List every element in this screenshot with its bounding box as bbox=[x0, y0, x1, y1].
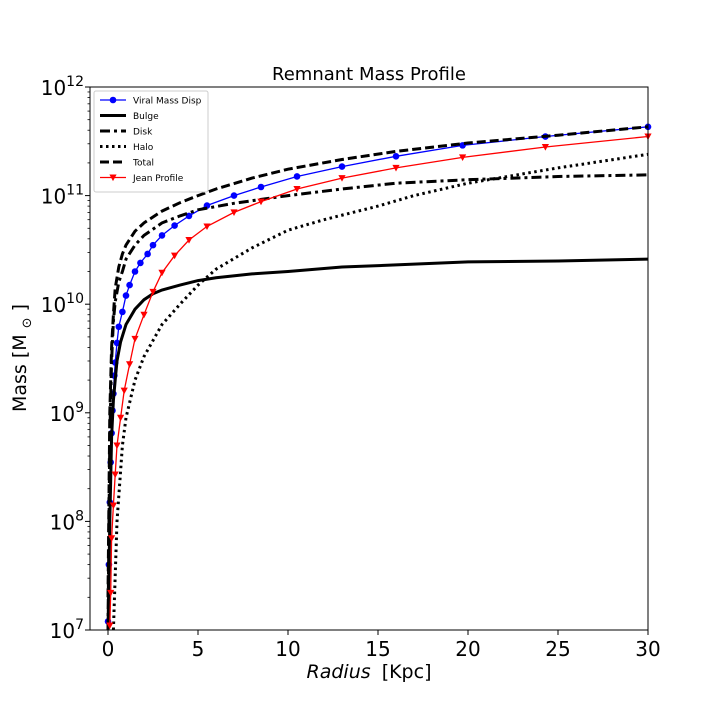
data-point bbox=[293, 186, 301, 193]
series-line-viral-mass-disp bbox=[107, 126, 649, 622]
data-point bbox=[131, 335, 139, 343]
legend-entry: Bulge bbox=[100, 112, 159, 122]
x-axis-label-main: Radius bbox=[307, 661, 371, 683]
data-point bbox=[338, 175, 346, 182]
legend-entry: Total bbox=[100, 158, 154, 168]
data-point bbox=[113, 442, 121, 450]
x-tick-label: 5 bbox=[192, 637, 205, 661]
data-point bbox=[144, 250, 151, 258]
y-axis-label-close: ] bbox=[9, 304, 31, 311]
chart-title: Remnant Mass Profile bbox=[272, 64, 466, 85]
data-point bbox=[107, 589, 115, 597]
data-point bbox=[111, 471, 119, 479]
legend-label: Viral Mass Disp bbox=[133, 96, 202, 106]
legend-label: Jean Profile bbox=[132, 174, 184, 184]
x-tick-label: 15 bbox=[365, 637, 390, 661]
data-point bbox=[185, 212, 193, 220]
data-point bbox=[293, 173, 301, 180]
data-point bbox=[106, 622, 114, 630]
y-tick-label: 1010 bbox=[41, 291, 84, 317]
data-point bbox=[338, 163, 346, 170]
data-point bbox=[108, 535, 116, 542]
y-tick-label: 1012 bbox=[41, 74, 84, 100]
data-point bbox=[171, 252, 179, 260]
data-point bbox=[126, 281, 133, 289]
y-axis-label: Mass [M ⊙ ] bbox=[9, 304, 36, 412]
legend-marker bbox=[109, 174, 117, 182]
series-layer bbox=[104, 123, 652, 631]
legend-entry: Halo bbox=[100, 143, 154, 153]
x-tick-label: 30 bbox=[635, 637, 660, 661]
data-point bbox=[117, 414, 125, 422]
data-point bbox=[392, 153, 400, 160]
series-jean-profile bbox=[106, 133, 652, 630]
y-tick-label: 108 bbox=[50, 508, 84, 534]
y-tick-label: 1011 bbox=[41, 183, 84, 209]
x-axis-label-unit: [Kpc] bbox=[382, 661, 432, 683]
data-point bbox=[203, 223, 211, 231]
x-axis: 0 5 10 15 20 25 30 bbox=[102, 630, 661, 661]
data-point bbox=[541, 144, 549, 151]
data-point bbox=[131, 268, 139, 275]
data-point bbox=[158, 232, 166, 239]
data-point bbox=[149, 288, 157, 296]
series-halo bbox=[111, 152, 649, 631]
x-tick-label: 25 bbox=[545, 637, 570, 661]
series-line-total bbox=[106, 125, 649, 598]
legend-marker bbox=[109, 96, 117, 104]
plot-area-frame bbox=[89, 86, 649, 631]
series-line-bulge bbox=[106, 257, 649, 631]
data-point bbox=[257, 183, 265, 191]
legend-entry: Viral Mass Disp bbox=[100, 96, 202, 106]
legend-label: Disk bbox=[133, 127, 153, 137]
data-point bbox=[137, 259, 144, 267]
data-point bbox=[119, 308, 126, 316]
data-point bbox=[257, 198, 265, 206]
data-point bbox=[392, 164, 400, 172]
y-axis-label-main: Mass [M bbox=[9, 334, 31, 412]
y-axis: 107 108 109 1010 1011 1012 bbox=[41, 74, 90, 643]
data-point bbox=[158, 269, 166, 277]
data-point bbox=[140, 311, 148, 319]
data-point bbox=[459, 154, 467, 161]
legend: Viral Mass Disp Bulge Disk Halo Total Jean Pr… bbox=[93, 90, 209, 193]
legend-label: Halo bbox=[133, 143, 154, 153]
data-point bbox=[126, 361, 134, 368]
data-point bbox=[115, 323, 123, 331]
series-line-jean-profile bbox=[109, 135, 649, 626]
data-point bbox=[149, 241, 157, 249]
y-tick-label: 107 bbox=[50, 617, 84, 643]
series-total bbox=[106, 125, 649, 598]
series-line-halo bbox=[111, 152, 649, 631]
y-tick-label: 109 bbox=[50, 400, 84, 426]
series-line-disk bbox=[106, 173, 649, 631]
data-point bbox=[171, 222, 178, 229]
legend-entry: Disk bbox=[100, 127, 153, 137]
x-tick-label: 0 bbox=[102, 637, 115, 661]
data-point bbox=[230, 209, 238, 217]
series-disk bbox=[106, 173, 649, 631]
data-point bbox=[230, 192, 238, 199]
legend-label: Total bbox=[132, 158, 154, 168]
data-point bbox=[120, 387, 128, 395]
x-tick-label: 10 bbox=[275, 637, 300, 661]
series-bulge bbox=[106, 257, 649, 631]
data-point bbox=[122, 292, 130, 299]
x-tick-label: 20 bbox=[455, 637, 480, 661]
legend-label: Bulge bbox=[133, 112, 159, 122]
data-point bbox=[185, 237, 193, 244]
legend-entry: Jean Profile bbox=[100, 174, 184, 184]
data-point bbox=[109, 502, 117, 510]
y-axis-label-sub: ⊙ bbox=[20, 317, 35, 328]
x-axis-label: Radius [Kpc] bbox=[307, 661, 432, 683]
